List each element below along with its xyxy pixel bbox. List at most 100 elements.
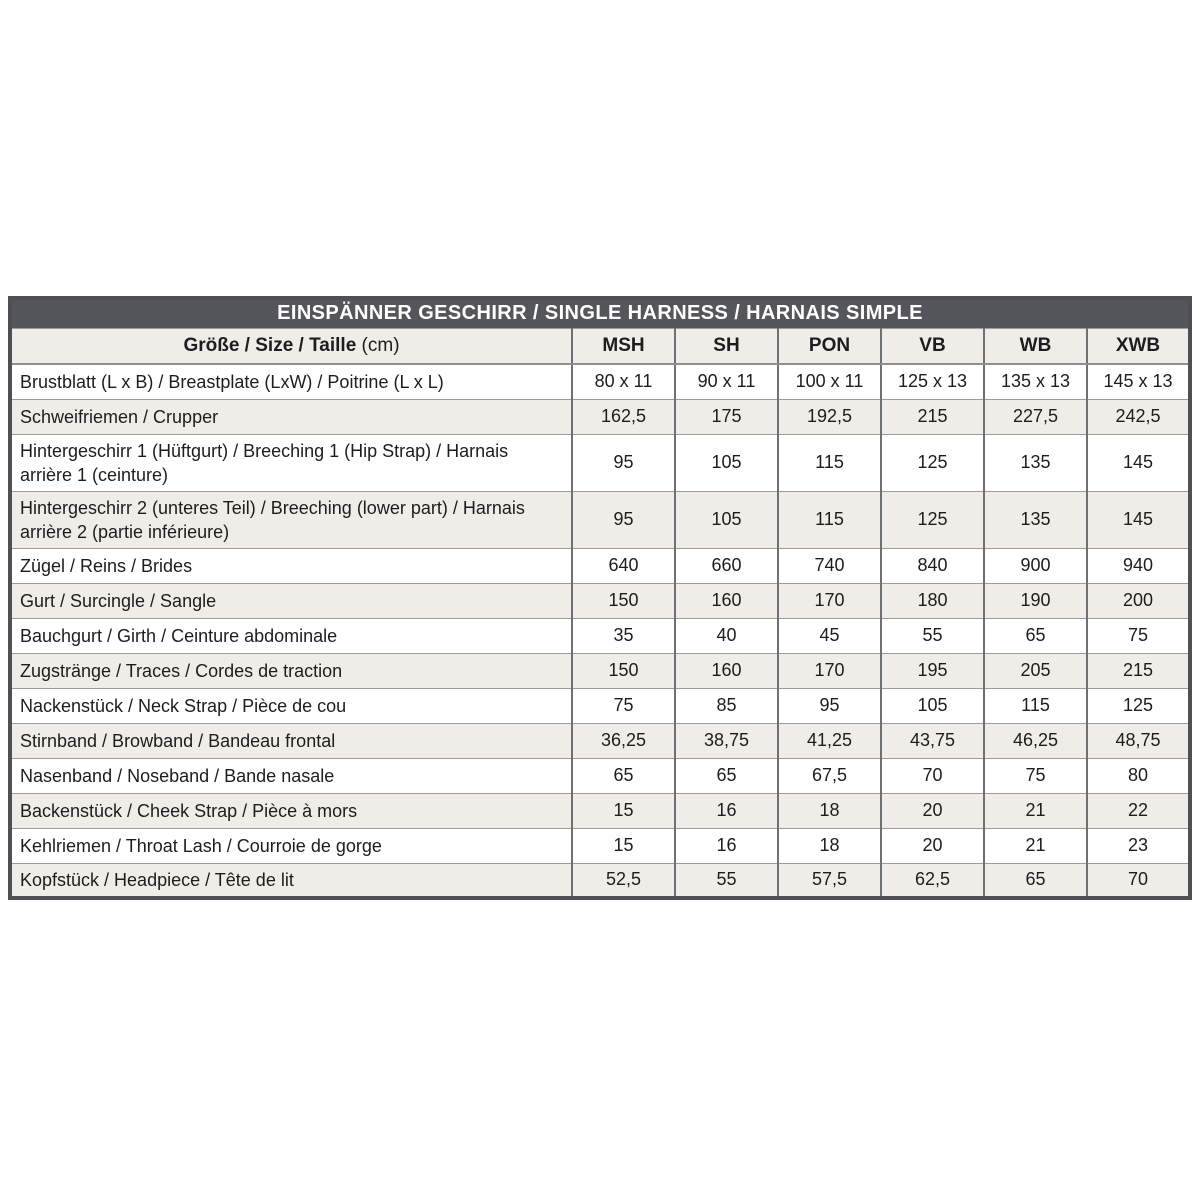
size-value-cell: 75 — [1086, 617, 1191, 654]
size-code-header: XWB — [1086, 327, 1191, 365]
size-value-cell: 57,5 — [777, 862, 882, 899]
table-row: Brustblatt (L x B) / Breastplate (LxW) /… — [9, 363, 1191, 400]
size-value-cell: 115 — [777, 433, 882, 492]
size-value-cell: 55 — [674, 862, 779, 899]
size-value-cell: 740 — [777, 547, 882, 584]
size-code-header: PON — [777, 327, 882, 365]
harness-size-table-container: EINSPÄNNER GESCHIRR / SINGLE HARNESS / H… — [8, 296, 1192, 900]
item-label-cell: Zugstränge / Traces / Cordes de traction — [9, 652, 573, 689]
size-value-cell: 52,5 — [571, 862, 676, 899]
size-value-cell: 95 — [571, 490, 676, 549]
item-label-cell: Nackenstück / Neck Strap / Pièce de cou — [9, 687, 573, 724]
size-value-cell: 95 — [777, 687, 882, 724]
size-code-header: SH — [674, 327, 779, 365]
size-value-cell: 15 — [571, 827, 676, 864]
size-value-cell: 67,5 — [777, 757, 882, 794]
size-value-cell: 18 — [777, 827, 882, 864]
size-value-cell: 125 — [1086, 687, 1191, 724]
size-value-cell: 125 — [880, 433, 985, 492]
size-value-cell: 150 — [571, 652, 676, 689]
size-value-cell: 21 — [983, 827, 1088, 864]
size-value-cell: 242,5 — [1086, 398, 1191, 435]
size-value-cell: 125 — [880, 490, 985, 549]
size-value-cell: 205 — [983, 652, 1088, 689]
size-value-cell: 75 — [571, 687, 676, 724]
size-value-cell: 200 — [1086, 582, 1191, 619]
size-value-cell: 105 — [674, 433, 779, 492]
column-header-row: Größe / Size / Taille (cm) MSH SH PON VB WB X… — [9, 327, 1191, 365]
item-label-cell: Hintergeschirr 1 (Hüftgurt) / Breeching … — [9, 433, 573, 492]
table-row: Hintergeschirr 2 (unteres Teil) / Breech… — [9, 490, 1191, 549]
size-value-cell: 125 x 13 — [880, 363, 985, 400]
item-label-cell: Hintergeschirr 2 (unteres Teil) / Breech… — [9, 490, 573, 549]
size-value-cell: 70 — [1086, 862, 1191, 899]
size-value-cell: 160 — [674, 582, 779, 619]
size-value-cell: 20 — [880, 827, 985, 864]
table-row: Stirnband / Browband / Bandeau frontal 36… — [9, 722, 1191, 759]
size-value-cell: 41,25 — [777, 722, 882, 759]
size-value-cell: 105 — [674, 490, 779, 549]
size-value-cell: 95 — [571, 433, 676, 492]
table-row: Nackenstück / Neck Strap / Pièce de cou 7… — [9, 687, 1191, 724]
size-value-cell: 145 x 13 — [1086, 363, 1191, 400]
item-label-cell: Gurt / Surcingle / Sangle — [9, 582, 573, 619]
size-value-cell: 940 — [1086, 547, 1191, 584]
size-code-header: VB — [880, 327, 985, 365]
item-label-cell: Kehlriemen / Throat Lash / Courroie de g… — [9, 827, 573, 864]
table-row: Bauchgurt / Girth / Ceinture abdominale 3… — [9, 617, 1191, 654]
size-value-cell: 16 — [674, 792, 779, 829]
item-label-cell: Stirnband / Browband / Bandeau frontal — [9, 722, 573, 759]
size-value-cell: 62,5 — [880, 862, 985, 899]
size-value-cell: 36,25 — [571, 722, 676, 759]
size-value-cell: 65 — [571, 757, 676, 794]
size-value-cell: 90 x 11 — [674, 363, 779, 400]
table-row: Schweifriemen / Crupper 162,5 175 192,5 215 2… — [9, 398, 1191, 435]
size-value-cell: 80 x 11 — [571, 363, 676, 400]
size-value-cell: 115 — [983, 687, 1088, 724]
size-value-cell: 135 x 13 — [983, 363, 1088, 400]
item-label-cell: Kopfstück / Headpiece / Tête de lit — [9, 862, 573, 899]
size-value-cell: 175 — [674, 398, 779, 435]
harness-size-table: EINSPÄNNER GESCHIRR / SINGLE HARNESS / H… — [8, 296, 1192, 900]
size-value-cell: 23 — [1086, 827, 1191, 864]
size-column-header: Größe / Size / Taille (cm) — [9, 327, 573, 365]
size-value-cell: 35 — [571, 617, 676, 654]
item-label-cell: Zügel / Reins / Brides — [9, 547, 573, 584]
size-value-cell: 170 — [777, 652, 882, 689]
size-header-label: Größe / Size / Taille — [183, 334, 357, 356]
size-value-cell: 46,25 — [983, 722, 1088, 759]
size-value-cell: 100 x 11 — [777, 363, 882, 400]
size-value-cell: 145 — [1086, 490, 1191, 549]
size-value-cell: 192,5 — [777, 398, 882, 435]
size-value-cell: 115 — [777, 490, 882, 549]
size-value-cell: 150 — [571, 582, 676, 619]
size-value-cell: 170 — [777, 582, 882, 619]
item-label-cell: Nasenband / Noseband / Bande nasale — [9, 757, 573, 794]
size-value-cell: 215 — [880, 398, 985, 435]
size-value-cell: 660 — [674, 547, 779, 584]
size-value-cell: 227,5 — [983, 398, 1088, 435]
item-label-cell: Bauchgurt / Girth / Ceinture abdominale — [9, 617, 573, 654]
size-value-cell: 640 — [571, 547, 676, 584]
size-value-cell: 70 — [880, 757, 985, 794]
size-value-cell: 38,75 — [674, 722, 779, 759]
size-value-cell: 900 — [983, 547, 1088, 584]
table-row: Kehlriemen / Throat Lash / Courroie de g… — [9, 827, 1191, 864]
size-value-cell: 105 — [880, 687, 985, 724]
size-value-cell: 135 — [983, 490, 1088, 549]
size-value-cell: 16 — [674, 827, 779, 864]
size-value-cell: 80 — [1086, 757, 1191, 794]
size-value-cell: 75 — [983, 757, 1088, 794]
size-value-cell: 162,5 — [571, 398, 676, 435]
size-value-cell: 160 — [674, 652, 779, 689]
size-value-cell: 20 — [880, 792, 985, 829]
size-value-cell: 22 — [1086, 792, 1191, 829]
size-value-cell: 85 — [674, 687, 779, 724]
size-value-cell: 48,75 — [1086, 722, 1191, 759]
table-row: Backenstück / Cheek Strap / Pièce à mors… — [9, 792, 1191, 829]
size-code-header: MSH — [571, 327, 676, 365]
table-body: Brustblatt (L x B) / Breastplate (LxW) /… — [9, 363, 1191, 899]
size-value-cell: 215 — [1086, 652, 1191, 689]
size-value-cell: 21 — [983, 792, 1088, 829]
table-row: Gurt / Surcingle / Sangle 150 160 170 180 190… — [9, 582, 1191, 619]
